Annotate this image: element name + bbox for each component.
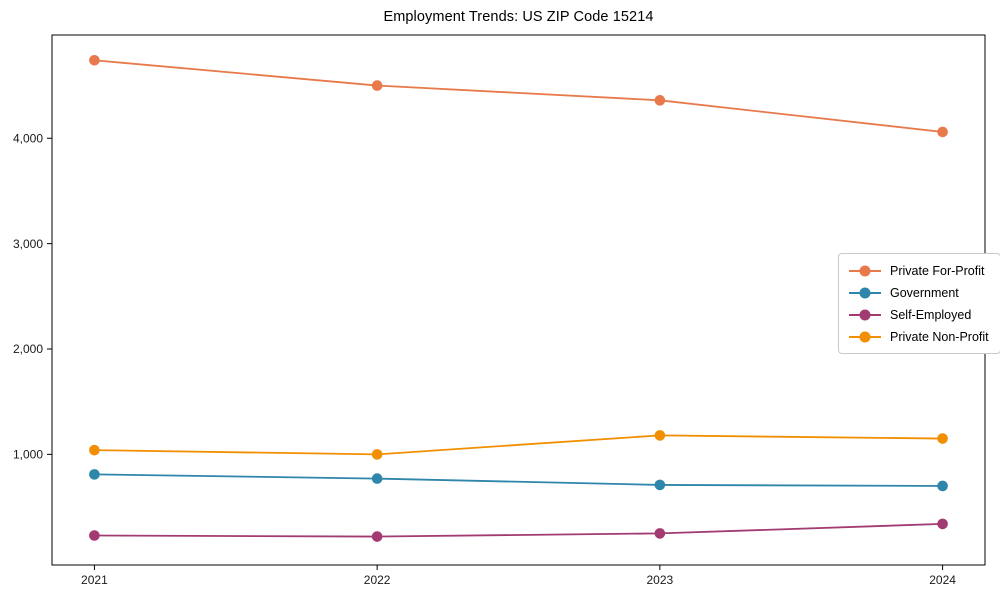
legend: Private For-Profit Government Self-Employe… (838, 253, 1000, 354)
series-line (94, 59, 943, 133)
legend-marker-dot (859, 331, 871, 342)
legend-label: Private Non-Profit (890, 329, 989, 344)
legend-marker (849, 265, 881, 276)
legend-item: Self-Employed (849, 305, 989, 324)
chart-title: Employment Trends: US ZIP Code 15214 (383, 9, 654, 25)
x-tick-label: 2023 (647, 573, 674, 587)
data-point (371, 531, 383, 542)
legend-marker (849, 287, 881, 298)
data-point (937, 480, 948, 492)
legend-item: Private Non-Profit (849, 327, 989, 346)
data-point (937, 518, 948, 530)
data-point (89, 469, 100, 480)
data-point (371, 449, 383, 460)
x-tick-label: 2024 (929, 573, 956, 587)
legend-marker-dot (859, 309, 871, 320)
legend-marker (849, 309, 881, 320)
data-point (371, 473, 383, 484)
data-point (654, 528, 666, 539)
y-tick-label: 2,000 (13, 342, 43, 356)
legend-marker-dot (859, 265, 871, 276)
legend-item: Private For-Profit (849, 261, 989, 280)
data-point (654, 95, 666, 106)
series-line (94, 523, 943, 538)
data-point (654, 430, 666, 441)
data-point (89, 444, 100, 456)
data-point (371, 80, 383, 91)
legend-marker-dot (859, 287, 871, 298)
y-tick-label: 3,000 (13, 237, 43, 251)
legend-item: Government (849, 283, 989, 302)
x-tick-label: 2022 (364, 573, 391, 587)
legend-label: Self-Employed (890, 307, 972, 322)
legend-label: Government (890, 285, 959, 300)
data-point (654, 479, 666, 491)
legend-label: Private For-Profit (890, 263, 985, 278)
data-point (89, 530, 100, 541)
data-point (89, 54, 100, 66)
series-line (94, 434, 943, 456)
legend-marker (849, 331, 881, 342)
x-tick-label: 2021 (81, 573, 108, 587)
y-tick-label: 1,000 (13, 448, 43, 462)
y-tick-label: 4,000 (13, 131, 43, 145)
series-line (94, 473, 943, 487)
data-point (937, 433, 948, 444)
data-point (937, 126, 948, 138)
